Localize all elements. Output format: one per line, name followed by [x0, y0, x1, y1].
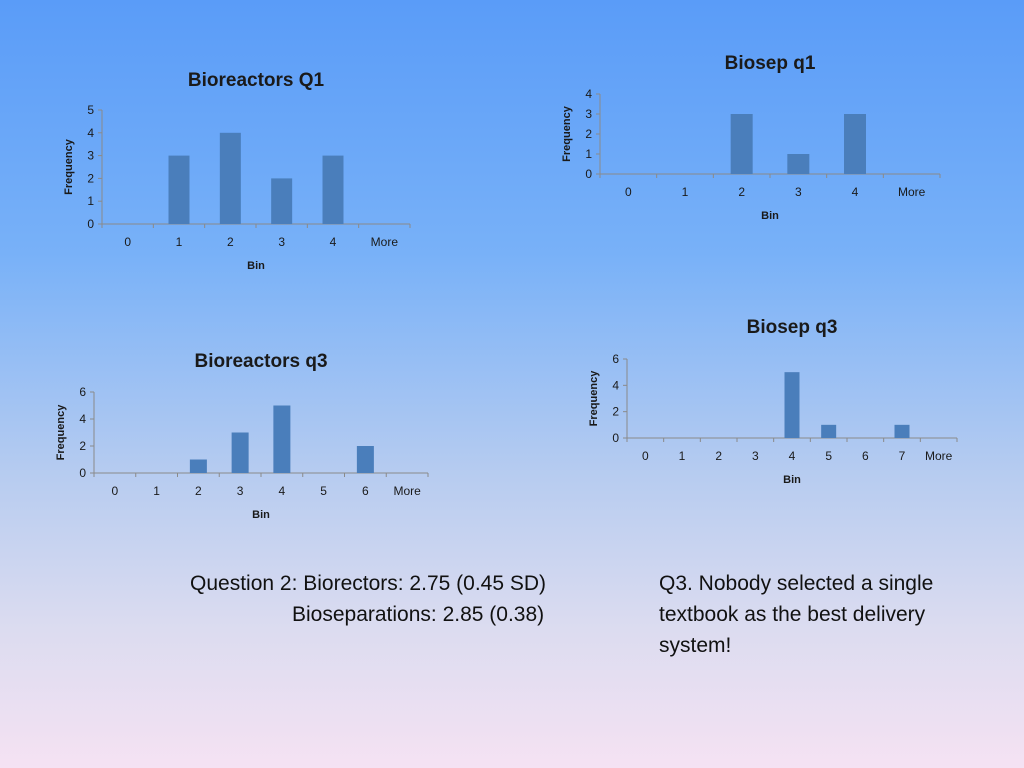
x-tick-label: 3 — [752, 449, 759, 463]
x-tick-label: 3 — [278, 235, 285, 249]
bar — [322, 155, 344, 224]
y-tick-label: 3 — [87, 149, 94, 163]
x-tick-label: 1 — [153, 484, 160, 498]
y-tick-label: 4 — [79, 412, 86, 426]
bar — [844, 114, 866, 174]
y-tick-label: 6 — [79, 385, 86, 399]
bar — [356, 446, 374, 473]
y-axis-label: Frequency — [55, 404, 67, 461]
x-tick-label: 0 — [112, 484, 119, 498]
x-tick-label: More — [371, 235, 399, 249]
question2-line2: Bioseparations: 2.85 (0.38) — [292, 603, 545, 626]
x-tick-label: 0 — [642, 449, 649, 463]
bar — [730, 114, 753, 174]
chart-biosep-q1: Biosep q1 Frequency Bin 0 1 2 3 4 0 1 2 3 4 More — [561, 53, 941, 222]
chart-title: Bioreactors Q1 — [188, 70, 325, 91]
y-tick-label: 2 — [87, 171, 94, 185]
y-tick-label: 2 — [612, 405, 619, 419]
y-tick-label: 0 — [79, 466, 86, 480]
y-tick-label: 0 — [87, 217, 94, 231]
x-axis-label: Bin — [247, 260, 265, 272]
bar — [168, 155, 190, 224]
x-tick-label: 4 — [852, 185, 859, 199]
chart-title: Bioreactors q3 — [194, 351, 327, 372]
chart-title: Biosep q1 — [725, 53, 816, 74]
x-tick-label: 0 — [124, 235, 131, 249]
x-tick-label: 1 — [682, 185, 689, 199]
y-tick-label: 3 — [585, 107, 592, 121]
x-tick-label: 1 — [176, 235, 183, 249]
y-tick-label: 0 — [585, 167, 592, 181]
bar — [821, 424, 837, 438]
x-tick-label: 0 — [625, 185, 632, 199]
y-tick-label: 4 — [612, 378, 619, 392]
y-tick-label: 1 — [87, 194, 94, 208]
chart-bioreactors-q1: Bioreactors Q1 Frequency Bin 0 1 2 3 4 5 0 1 2 3 4 Mor… — [63, 70, 411, 272]
bar — [271, 178, 293, 224]
y-axis-label: Frequency — [588, 370, 600, 427]
y-tick-label: 2 — [585, 127, 592, 141]
bar — [784, 372, 800, 438]
y-tick-label: 1 — [585, 147, 592, 161]
x-tick-label: 6 — [862, 449, 869, 463]
chart-biosep-q3: Biosep q3 Frequency Bin 0 2 4 6 0 1 2 3 4 5 6 7 More — [588, 317, 958, 486]
bar — [189, 459, 207, 473]
y-axis-label: Frequency — [63, 138, 75, 195]
bar — [219, 132, 241, 224]
bar — [787, 154, 810, 174]
x-tick-label: More — [925, 449, 953, 463]
y-tick-label: 5 — [87, 103, 94, 117]
x-tick-label: More — [393, 484, 421, 498]
x-tick-label: 7 — [899, 449, 906, 463]
x-tick-label: More — [898, 185, 926, 199]
bar — [273, 405, 291, 473]
y-tick-label: 4 — [87, 126, 94, 140]
x-tick-label: 3 — [237, 484, 244, 498]
x-tick-label: 4 — [789, 449, 796, 463]
q3-line1: Q3. Nobody selected a single — [659, 572, 934, 595]
chart-bioreactors-q3: Bioreactors q3 Frequency Bin 0 2 4 6 0 1 2 3 4 5 6 Mor… — [55, 351, 429, 521]
y-tick-label: 6 — [612, 352, 619, 366]
x-tick-label: 4 — [330, 235, 337, 249]
q3-line2: textbook as the best delivery — [659, 603, 926, 626]
chart-title: Biosep q3 — [747, 317, 838, 338]
y-axis-label: Frequency — [561, 105, 573, 162]
x-tick-label: 4 — [279, 484, 286, 498]
x-tick-label: 6 — [362, 484, 369, 498]
x-axis-label: Bin — [783, 474, 801, 486]
x-tick-label: 2 — [715, 449, 722, 463]
x-tick-label: 2 — [227, 235, 234, 249]
x-tick-label: 5 — [320, 484, 327, 498]
x-axis-label: Bin — [761, 210, 779, 222]
y-tick-label: 4 — [585, 87, 592, 101]
q3-line3: system! — [659, 634, 732, 657]
x-tick-label: 3 — [795, 185, 802, 199]
y-tick-label: 2 — [79, 439, 86, 453]
question2-line1: Question 2: Biorectors: 2.75 (0.45 SD) — [190, 572, 547, 595]
bar — [894, 424, 910, 438]
y-tick-label: 0 — [612, 431, 619, 445]
x-axis-label: Bin — [252, 509, 270, 521]
x-tick-label: 2 — [195, 484, 202, 498]
x-tick-label: 1 — [679, 449, 686, 463]
bar — [231, 432, 249, 473]
x-tick-label: 5 — [825, 449, 832, 463]
x-tick-label: 2 — [738, 185, 745, 199]
